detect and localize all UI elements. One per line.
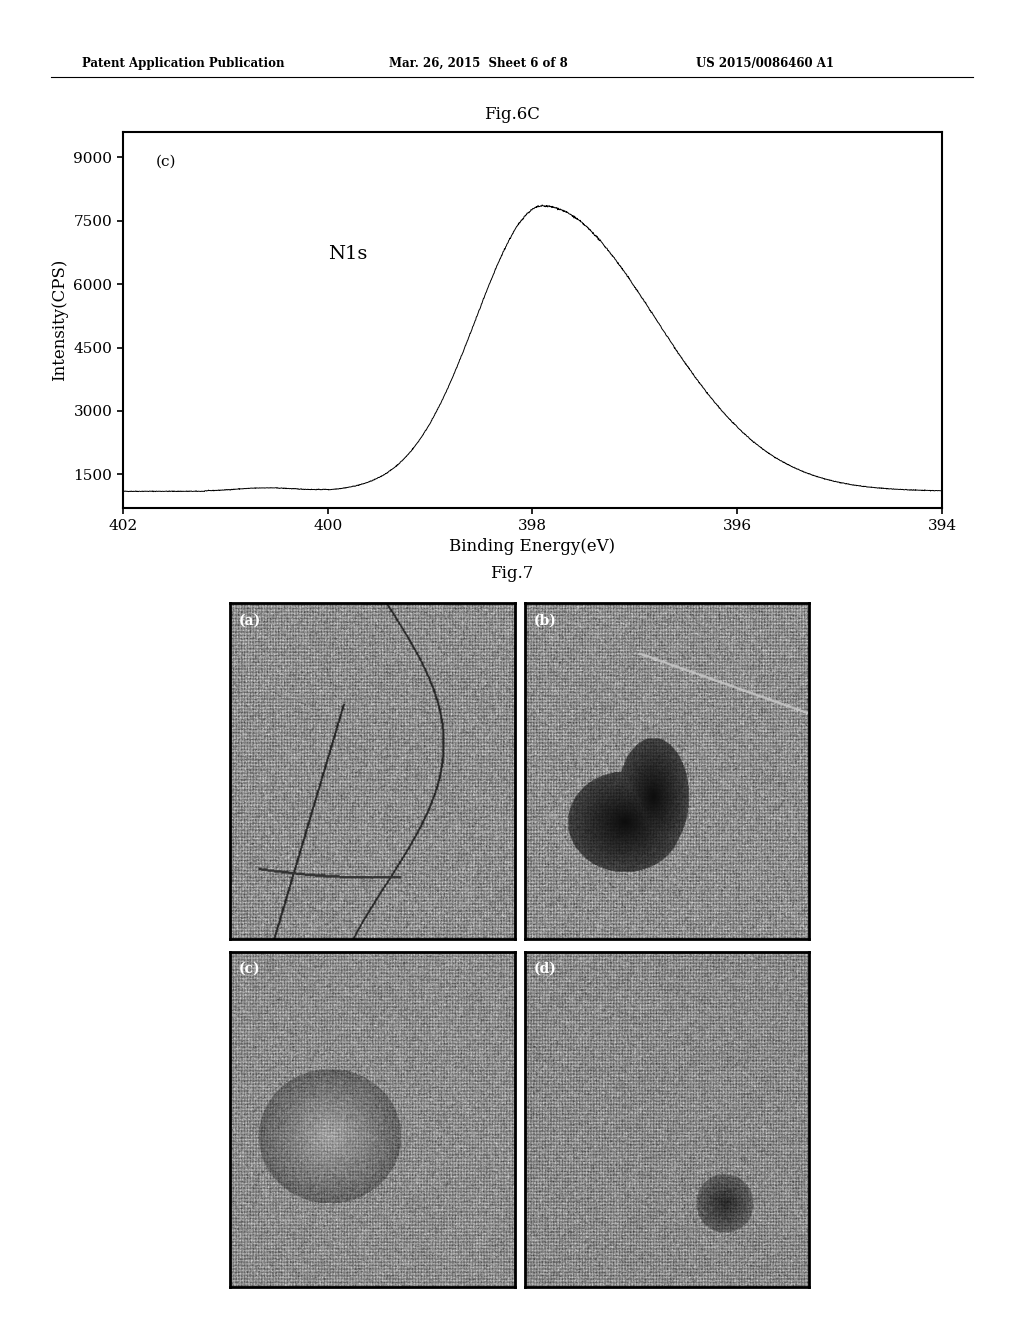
Text: Mar. 26, 2015  Sheet 6 of 8: Mar. 26, 2015 Sheet 6 of 8 bbox=[389, 57, 568, 70]
Text: Patent Application Publication: Patent Application Publication bbox=[82, 57, 285, 70]
Text: US 2015/0086460 A1: US 2015/0086460 A1 bbox=[696, 57, 835, 70]
Text: Fig.7: Fig.7 bbox=[490, 565, 534, 582]
Text: (d): (d) bbox=[534, 962, 556, 975]
Text: (a): (a) bbox=[239, 614, 261, 627]
Y-axis label: Intensity(CPS): Intensity(CPS) bbox=[51, 259, 68, 381]
Text: Fig.6C: Fig.6C bbox=[484, 106, 540, 123]
Text: N1s: N1s bbox=[328, 246, 367, 263]
X-axis label: Binding Energy(eV): Binding Energy(eV) bbox=[450, 539, 615, 556]
Text: (c): (c) bbox=[156, 154, 176, 169]
Text: (b): (b) bbox=[534, 614, 556, 627]
Text: (c): (c) bbox=[239, 962, 260, 975]
